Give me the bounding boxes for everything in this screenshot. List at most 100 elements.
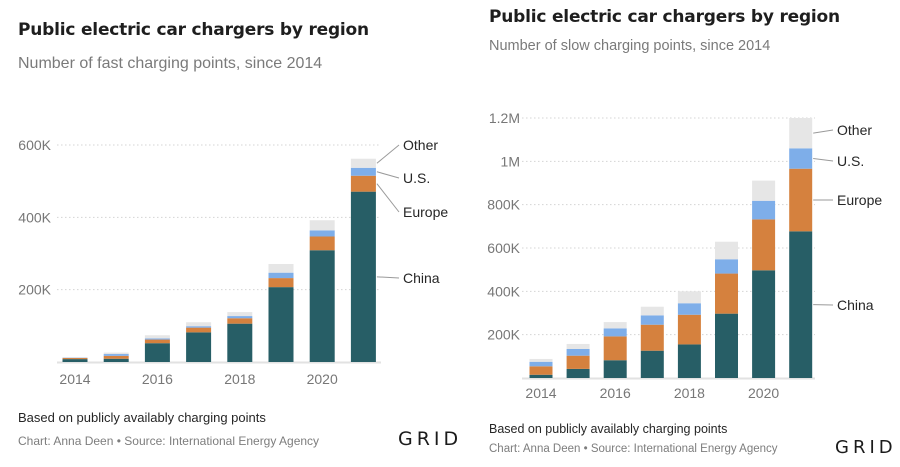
bar-segment-europe-2014 <box>62 358 88 360</box>
x-tick-label: 2014 <box>59 371 90 387</box>
y-tick-label: 200K <box>487 327 520 343</box>
bar-segment-u-s-2015 <box>103 354 129 356</box>
legend-leader-europe <box>376 183 400 213</box>
bar-segment-other-2018 <box>227 312 253 317</box>
bar-segment-china-2018 <box>677 344 701 378</box>
bar-segment-other-2021 <box>350 158 376 168</box>
chart-note: Based on publicly availably charging poi… <box>489 422 728 436</box>
chart-subtitle: Number of fast charging points, since 20… <box>18 55 323 72</box>
bar-segment-europe-2016 <box>144 339 170 344</box>
bar-segment-other-2018 <box>677 291 701 304</box>
bar-segment-europe-2018 <box>677 314 701 345</box>
y-tick-label: 600K <box>487 240 520 256</box>
bar-segment-u-s-2021 <box>350 167 376 176</box>
fast-chargers-chart-panel: Public electric car chargers by region N… <box>18 20 463 450</box>
bar-segment-other-2015 <box>103 352 129 355</box>
bar-segment-other-2014 <box>529 358 553 362</box>
bar-segment-china-2015 <box>103 358 129 362</box>
bar-segment-europe-2020 <box>309 236 335 251</box>
bar-segment-europe-2021 <box>789 168 813 232</box>
bar-segment-other-2017 <box>640 306 664 316</box>
bar-segment-china-2016 <box>144 343 170 362</box>
bar-segment-u-s-2020 <box>309 230 335 237</box>
bar-segment-china-2019 <box>268 287 294 362</box>
bar-segment-other-2017 <box>186 322 212 327</box>
bar-segment-other-2020 <box>309 220 335 231</box>
bar-segment-china-2017 <box>186 332 212 362</box>
legend-leader-u-s <box>376 171 400 179</box>
bar-segment-china-2019 <box>715 313 738 378</box>
bar-segment-europe-2015 <box>103 355 129 359</box>
bar-segment-u-s-2018 <box>677 303 701 315</box>
y-tick-label: 600K <box>18 137 51 153</box>
bar-segment-china-2020 <box>309 250 335 362</box>
x-tick-label: 2018 <box>674 385 705 401</box>
bar-segment-china-2016 <box>603 360 627 378</box>
bar-segment-europe-2019 <box>715 273 738 314</box>
bar-segment-other-2015 <box>566 343 590 349</box>
y-tick-label: 1M <box>501 153 520 169</box>
legend-label-china: China <box>837 297 874 313</box>
fast-chargers-bar-chart: 200K 400K 600K 2014 2016 2018 2020 China Europe U… <box>18 137 448 387</box>
x-tick-label: 2018 <box>224 371 255 387</box>
x-tick-label: 2016 <box>600 385 631 401</box>
legend-label-other: Other <box>403 137 438 153</box>
bar-segment-china-2021 <box>789 231 813 378</box>
bar-segment-china-2014 <box>529 374 553 378</box>
bar-segment-china-2020 <box>752 270 776 378</box>
bar-segment-u-s-2020 <box>752 200 776 220</box>
legend-label-other: Other <box>837 122 872 138</box>
bar-segment-europe-2016 <box>603 336 627 361</box>
bar-segment-other-2020 <box>752 180 776 201</box>
bar-segment-other-2016 <box>144 335 170 339</box>
legend-label-china: China <box>403 270 440 286</box>
slow-chargers-bar-chart: 200K 400K 600K 800K 1M 1.2M 2014 2016 2018 2020 Ch… <box>487 110 882 401</box>
bar-segment-china-2015 <box>566 368 590 378</box>
legend-leader-u-s <box>813 158 834 162</box>
legend-label-u-s: U.S. <box>403 170 430 186</box>
bar-segment-u-s-2019 <box>715 259 738 274</box>
legend-label-europe: Europe <box>403 204 448 220</box>
bar-segment-europe-2017 <box>640 324 664 351</box>
legend-leader-china <box>376 276 400 279</box>
bar-segment-u-s-2015 <box>566 348 590 356</box>
y-tick-label: 1.2M <box>489 110 520 126</box>
chart-credit: Chart: Anna Deen • Source: International… <box>18 434 320 448</box>
bar-segment-u-s-2019 <box>268 272 294 279</box>
bar-segment-other-2019 <box>715 241 738 260</box>
y-tick-label: 800K <box>487 197 520 213</box>
chart-title: Public electric car chargers by region <box>489 7 840 27</box>
bar-segment-europe-2021 <box>350 175 376 192</box>
x-tick-label: 2020 <box>748 385 779 401</box>
y-tick-label: 400K <box>487 283 520 299</box>
bar-segment-europe-2017 <box>186 327 212 333</box>
bar-segment-u-s-2014 <box>529 361 553 367</box>
bar-segment-europe-2020 <box>752 219 776 271</box>
bar-segment-u-s-2017 <box>186 326 212 328</box>
y-tick-label: 200K <box>18 282 51 298</box>
bar-segment-europe-2019 <box>268 278 294 288</box>
bar-segment-u-s-2017 <box>640 315 664 325</box>
legend-leader-other <box>376 144 400 164</box>
bar-segment-u-s-2016 <box>144 338 170 340</box>
bar-segment-other-2021 <box>789 118 813 149</box>
bar-segment-china-2018 <box>227 323 253 362</box>
chart-note: Based on publicly availably charging poi… <box>18 410 266 425</box>
bar-segment-europe-2015 <box>566 355 590 369</box>
grid-logo: GRID <box>398 428 463 450</box>
legend-label-europe: Europe <box>837 192 882 208</box>
bar-segment-china-2021 <box>350 191 376 362</box>
x-tick-label: 2016 <box>142 371 173 387</box>
bar-segment-china-2017 <box>640 350 664 378</box>
bar-segment-u-s-2021 <box>789 148 813 169</box>
slow-chargers-chart-panel: Public electric car chargers by region N… <box>470 0 900 467</box>
x-tick-label: 2014 <box>525 385 556 401</box>
legend-label-u-s: U.S. <box>837 153 864 169</box>
bar-segment-other-2019 <box>268 263 294 273</box>
bar-segment-u-s-2016 <box>603 328 627 337</box>
bar-segment-china-2014 <box>62 359 88 362</box>
x-tick-label: 2020 <box>307 371 338 387</box>
grid-logo: GRID <box>835 437 897 458</box>
y-tick-label: 400K <box>18 209 51 225</box>
bar-segment-europe-2014 <box>529 366 553 375</box>
